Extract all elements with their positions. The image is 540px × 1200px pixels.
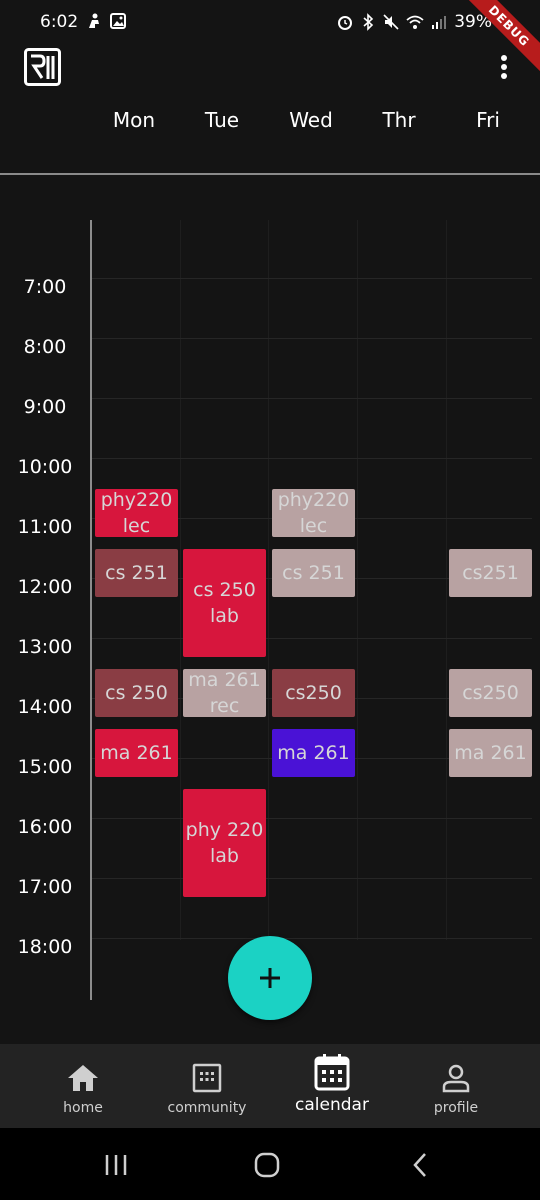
hour-label: 14:00: [17, 696, 73, 718]
add-event-button[interactable]: [228, 936, 312, 1020]
profile-icon: [442, 1064, 470, 1093]
class-event-label: ma 261: [454, 742, 527, 764]
calendar-icon: [314, 1054, 350, 1091]
battery-percent: 39%: [454, 12, 492, 32]
class-event-label: cs 250 lab: [193, 579, 256, 627]
day-header-fri: Fri: [476, 108, 500, 132]
class-event[interactable]: cs 250 lab: [183, 549, 266, 657]
class-event-label: cs 250: [105, 682, 168, 704]
hour-label: 7:00: [23, 276, 67, 298]
nav-profile-label: profile: [433, 1100, 479, 1116]
class-event[interactable]: cs251: [449, 549, 532, 597]
hour-gridline: [92, 338, 532, 339]
hour-label: 15:00: [17, 756, 73, 778]
hour-gridline: [92, 638, 532, 639]
day-header-wed: Wed: [289, 108, 333, 132]
hour-label: 12:00: [17, 576, 73, 598]
class-event-label: cs250: [462, 682, 519, 704]
hour-gridline: [92, 458, 532, 459]
class-event[interactable]: cs250: [272, 669, 355, 717]
home-circle-icon: [254, 1152, 280, 1178]
status-time: 6:02: [40, 12, 79, 32]
class-event-label: phy220 lec: [100, 489, 173, 537]
class-event-label: phy220 lec: [277, 489, 350, 537]
system-navigation-bar: [0, 1128, 540, 1200]
nav-community[interactable]: community: [145, 1044, 269, 1128]
nav-calendar-label: calendar: [295, 1095, 369, 1115]
time-axis-line: [90, 220, 92, 1000]
nav-home[interactable]: home: [21, 1044, 145, 1128]
recents-button[interactable]: [96, 1150, 136, 1180]
home-icon: [68, 1065, 98, 1091]
day-header-tue: Tue: [204, 108, 240, 132]
hour-gridline: [92, 878, 532, 879]
status-bar: 6:02 39% DEBUG: [0, 0, 540, 80]
alarm-icon: [338, 16, 353, 30]
class-event[interactable]: cs 250: [95, 669, 178, 717]
class-event[interactable]: phy220 lec: [95, 489, 178, 537]
class-event[interactable]: cs 251: [272, 549, 355, 597]
class-event-label: cs250: [285, 682, 342, 704]
nav-calendar[interactable]: calendar: [270, 1044, 394, 1128]
bottom-navigation: home community calendar profile: [0, 1044, 540, 1128]
day-header-mon: Mon: [112, 108, 156, 132]
column-divider: [268, 220, 269, 940]
gallery-icon: [110, 13, 126, 29]
app-logo-icon: [24, 48, 61, 86]
back-button[interactable]: [400, 1150, 440, 1180]
hour-gridline: [92, 938, 532, 939]
class-event-label: ma 261: [277, 742, 350, 764]
status-left-icons: [86, 12, 126, 30]
class-event[interactable]: cs 251: [95, 549, 178, 597]
add-icon: [260, 968, 280, 988]
hour-label: 8:00: [23, 336, 67, 358]
wifi-icon: [406, 15, 424, 29]
class-event[interactable]: ma 261 rec: [183, 669, 266, 717]
column-divider: [446, 220, 447, 940]
nav-home-label: home: [63, 1100, 103, 1116]
hour-gridline: [92, 278, 532, 279]
calendar-grid[interactable]: 7:00 8:00 9:00 10:00 11:00 12:00 13:00 14:00 15:…: [0, 0, 540, 1044]
hour-label: 11:00: [17, 516, 73, 538]
hour-label: 17:00: [17, 876, 73, 898]
class-event-label: cs251: [462, 562, 519, 584]
more-vert-icon[interactable]: [492, 52, 516, 82]
hour-label: 16:00: [17, 816, 73, 838]
class-event-label: ma 261 rec: [188, 669, 261, 717]
column-divider: [180, 220, 181, 940]
class-event-label: cs 251: [105, 562, 168, 584]
class-event-label: phy 220 lab: [185, 819, 264, 867]
mute-icon: [383, 14, 399, 30]
nav-community-label: community: [167, 1100, 247, 1116]
hour-label: 9:00: [23, 396, 67, 418]
class-event-label: cs 251: [282, 562, 345, 584]
class-event[interactable]: cs250: [449, 669, 532, 717]
column-divider: [357, 220, 358, 940]
status-right-icons: 39%: [337, 12, 492, 32]
day-header-thr: Thr: [382, 108, 416, 132]
recents-icon: [105, 1155, 127, 1175]
class-event-label: ma 261: [100, 742, 173, 764]
hour-label: 13:00: [17, 636, 73, 658]
community-icon: [192, 1063, 222, 1093]
class-event[interactable]: ma 261: [95, 729, 178, 777]
signal-icon: [432, 16, 447, 29]
class-event[interactable]: phy220 lec: [272, 489, 355, 537]
hour-label: 18:00: [17, 936, 73, 958]
class-event[interactable]: ma 261: [272, 729, 355, 777]
hour-gridline: [92, 818, 532, 819]
system-home-button[interactable]: [247, 1150, 287, 1180]
bluetooth-icon: [363, 13, 374, 31]
class-event[interactable]: ma 261: [449, 729, 532, 777]
back-icon: [413, 1153, 426, 1177]
hour-label: 10:00: [17, 456, 73, 478]
class-event[interactable]: phy 220 lab: [183, 789, 266, 897]
header-divider: [0, 173, 540, 175]
hour-gridline: [92, 398, 532, 399]
nav-profile[interactable]: profile: [394, 1044, 518, 1128]
pocket-icon: [89, 13, 99, 28]
